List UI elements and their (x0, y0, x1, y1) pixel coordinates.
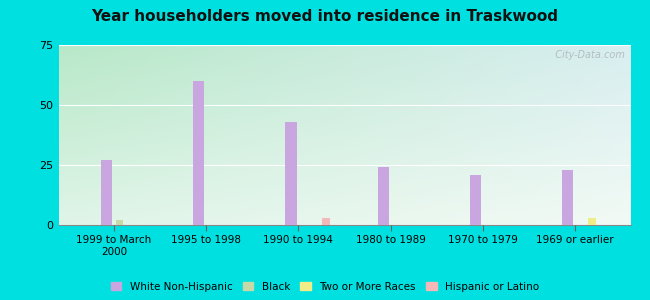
Text: Year householders moved into residence in Traskwood: Year householders moved into residence i… (92, 9, 558, 24)
Bar (285, 122, 296, 225)
Bar (322, 218, 330, 225)
Text: City-Data.com: City-Data.com (549, 50, 625, 60)
Bar (116, 220, 124, 225)
Bar (588, 218, 595, 225)
Bar (101, 160, 112, 225)
Bar (378, 167, 389, 225)
Bar (193, 81, 204, 225)
Legend: White Non-Hispanic, Black, Two or More Races, Hispanic or Latino: White Non-Hispanic, Black, Two or More R… (108, 278, 542, 295)
Bar (470, 175, 481, 225)
Bar (562, 170, 573, 225)
